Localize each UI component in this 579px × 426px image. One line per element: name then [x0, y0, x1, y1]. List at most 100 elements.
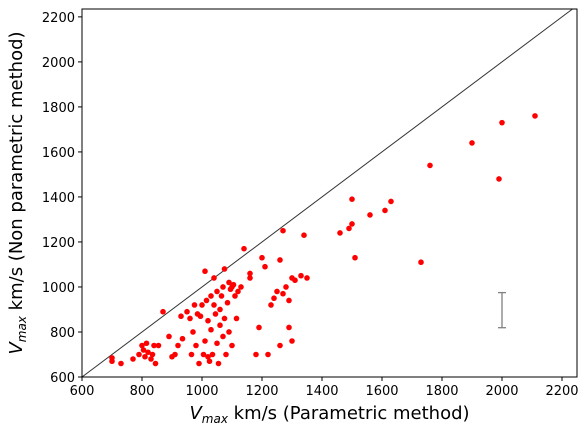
point — [349, 221, 355, 227]
point — [256, 324, 262, 331]
point — [140, 347, 147, 353]
point — [230, 281, 237, 288]
point — [346, 225, 352, 232]
point — [280, 227, 286, 234]
point — [286, 297, 292, 304]
point — [226, 329, 232, 335]
x-tick-label: 1200 — [245, 384, 278, 399]
point — [208, 326, 214, 333]
point — [175, 342, 181, 349]
point — [190, 329, 196, 335]
plot-frame — [81, 8, 578, 378]
point — [218, 293, 225, 299]
point — [197, 313, 204, 320]
point — [304, 275, 310, 281]
point — [160, 308, 166, 315]
point — [202, 268, 208, 275]
point — [496, 176, 502, 182]
point — [229, 342, 235, 349]
point — [349, 196, 355, 202]
point — [191, 302, 198, 308]
ylabel-label-part: km/s (Non parametric method) — [6, 31, 27, 316]
point — [152, 360, 159, 367]
point — [247, 270, 253, 277]
xlabel-label-part: max — [202, 412, 229, 426]
point — [202, 338, 208, 344]
point — [214, 288, 220, 295]
point — [367, 212, 373, 218]
point — [499, 119, 505, 126]
y-tick-label: 1600 — [42, 146, 75, 161]
point — [286, 324, 292, 331]
identity-line — [81, 8, 573, 378]
ylabel-label-part: max — [15, 315, 29, 342]
point — [221, 315, 228, 322]
point — [214, 340, 220, 347]
point — [298, 272, 304, 279]
point — [142, 353, 148, 360]
x-tick-label: 600 — [70, 384, 95, 399]
point — [265, 351, 271, 358]
point — [253, 351, 259, 358]
point — [148, 356, 154, 362]
point — [188, 351, 195, 358]
point — [215, 360, 222, 367]
point — [166, 333, 172, 340]
point — [211, 302, 217, 308]
x-tick-label: 1600 — [365, 384, 398, 399]
point — [289, 338, 295, 344]
x-tick-label: 2000 — [485, 384, 518, 399]
point — [337, 230, 343, 236]
point — [532, 113, 538, 119]
point — [130, 356, 136, 362]
ylabel-label-part: V — [6, 341, 27, 355]
point — [206, 358, 213, 365]
point — [292, 277, 298, 284]
point — [268, 302, 274, 308]
y-tick-label: 600 — [50, 371, 75, 386]
point — [274, 288, 280, 295]
point — [184, 308, 190, 315]
point — [203, 297, 210, 304]
point — [224, 299, 231, 306]
point — [241, 245, 247, 252]
point — [179, 335, 186, 342]
ylabel-label: Vmax km/s (Non parametric method) — [6, 31, 29, 354]
point — [211, 275, 217, 281]
point — [155, 342, 162, 349]
point — [301, 232, 307, 239]
point — [262, 263, 268, 270]
point — [149, 351, 156, 358]
point — [205, 353, 211, 360]
point — [277, 257, 283, 263]
point — [143, 340, 150, 347]
y-tick-label: 1800 — [42, 101, 75, 116]
point — [427, 162, 433, 169]
x-tick-label: 1000 — [185, 384, 218, 399]
point — [217, 306, 223, 313]
point — [172, 351, 178, 358]
point — [226, 279, 232, 286]
point — [232, 293, 238, 299]
point — [220, 284, 226, 290]
point — [109, 355, 115, 361]
point — [187, 315, 193, 322]
point — [388, 198, 394, 205]
point — [352, 254, 358, 261]
point — [223, 351, 229, 358]
point — [217, 322, 223, 329]
point — [178, 313, 184, 320]
y-tick-label: 800 — [50, 326, 75, 341]
point — [221, 266, 228, 272]
y-tick-label: 1000 — [42, 281, 75, 296]
point — [139, 342, 145, 349]
point — [238, 284, 244, 290]
x-tick-label: 1800 — [425, 384, 458, 399]
x-tick-label: 1400 — [305, 384, 338, 399]
point — [200, 351, 207, 358]
point — [271, 295, 277, 302]
point — [209, 351, 216, 358]
xlabel-label: Vmax km/s (Parametric method) — [189, 403, 469, 426]
point — [247, 275, 253, 281]
